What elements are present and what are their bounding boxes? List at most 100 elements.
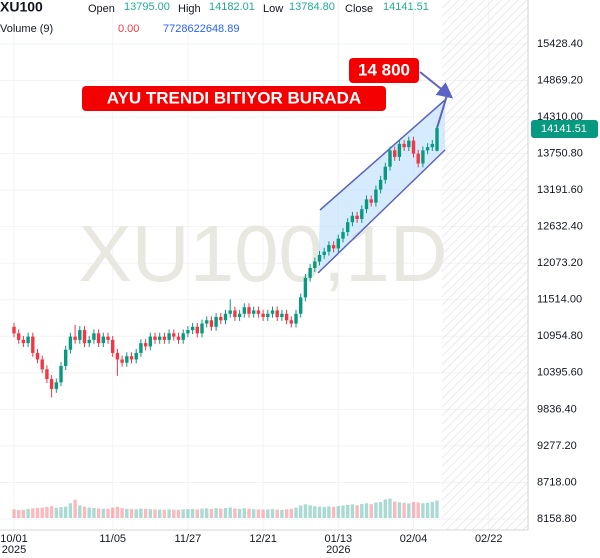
x-tick-label: 10/01 xyxy=(0,533,28,545)
candle-body xyxy=(186,330,190,334)
volume-bar xyxy=(190,508,195,518)
candle-body xyxy=(209,320,214,327)
candle-body xyxy=(402,143,406,148)
candle-body xyxy=(355,215,359,220)
y-tick-label: 10954.80 xyxy=(537,330,583,342)
candle-body xyxy=(12,326,16,334)
volume-bar xyxy=(214,508,218,518)
candle-body xyxy=(200,323,204,334)
volume-label: Volume (9) xyxy=(0,23,53,35)
volume-bar xyxy=(350,504,355,518)
candle-body xyxy=(237,313,242,318)
candle-body xyxy=(181,333,185,340)
candle-body xyxy=(111,339,115,353)
candle-body xyxy=(266,313,270,318)
candle-body xyxy=(35,352,40,360)
candle-body xyxy=(270,310,275,314)
candle-body xyxy=(317,254,322,262)
volume-bar xyxy=(256,509,261,518)
candle-body xyxy=(54,382,59,389)
y-tick-label: 9277.20 xyxy=(537,440,577,452)
volume-bar xyxy=(378,502,383,518)
x-tick-label: 01/13 xyxy=(325,533,353,545)
volume-bar xyxy=(411,502,416,518)
volume-bar xyxy=(186,509,190,518)
y-tick-label: 8718.00 xyxy=(537,476,577,488)
y-tick-label: 13191.60 xyxy=(537,184,583,196)
y-tick-label: 10395.60 xyxy=(537,367,583,379)
volume-bar xyxy=(162,509,167,518)
plot xyxy=(12,125,439,518)
volume-bar xyxy=(195,509,200,518)
candle-body xyxy=(374,189,378,203)
candle-body xyxy=(125,356,129,363)
candle-body xyxy=(275,310,279,318)
note-box xyxy=(82,86,386,111)
volume-bar xyxy=(87,507,91,518)
candle-body xyxy=(73,336,77,340)
candle-body xyxy=(378,179,383,190)
candle-body xyxy=(190,326,195,331)
volume-bar xyxy=(360,503,364,518)
volume-bar xyxy=(35,508,40,518)
legend-label: Close xyxy=(345,3,373,15)
candle-body xyxy=(308,268,312,278)
volume-bar xyxy=(346,504,350,518)
volume-ma: 0.00 xyxy=(118,23,139,35)
candle-body xyxy=(393,150,397,157)
volume-bar xyxy=(266,509,270,518)
axes: 8158.80 8718.00 9277.20 9836.40 10395.60 1095… xyxy=(0,38,583,556)
volume-bar xyxy=(134,509,138,518)
volume-bar xyxy=(78,505,82,518)
volume-bar xyxy=(228,507,232,518)
legend-label: High xyxy=(178,3,201,15)
volume-bar xyxy=(313,506,317,518)
candle-body xyxy=(87,339,91,344)
target-label: 14 800 xyxy=(358,60,410,79)
volume-bar xyxy=(153,509,157,518)
volume-bar xyxy=(167,509,171,518)
candle-body xyxy=(303,277,308,298)
candle-body xyxy=(360,209,364,220)
y-tick-label: 8158.80 xyxy=(537,513,577,525)
price-tag-label: 14141.51 xyxy=(541,123,587,135)
legend-label: Open xyxy=(88,3,115,15)
volume-bar xyxy=(284,509,289,518)
candle-body xyxy=(430,143,435,148)
candle-body xyxy=(435,128,439,151)
candle-body xyxy=(139,343,143,353)
volume-bar xyxy=(40,507,44,518)
price-tag xyxy=(531,120,598,138)
volume-value: 7728622648.89 xyxy=(163,23,239,35)
arrow-stem xyxy=(436,91,449,129)
candle-body xyxy=(416,153,420,164)
candle-body xyxy=(167,333,171,340)
volume-bar xyxy=(331,506,336,518)
channel-top xyxy=(319,99,446,211)
volume-bar xyxy=(233,508,237,518)
y-tick-label: 11514.00 xyxy=(537,294,582,306)
y-tick-label: 12632.40 xyxy=(537,221,583,233)
future-area xyxy=(442,0,528,530)
y-tick-label: 12073.20 xyxy=(537,257,583,269)
candle-body xyxy=(162,336,167,340)
candle-body xyxy=(411,140,416,154)
candle-body xyxy=(228,310,232,314)
candle-body xyxy=(331,245,336,249)
candle-body xyxy=(327,245,331,252)
volume-bar xyxy=(12,509,16,518)
volume-bar xyxy=(393,501,397,518)
x-tick-label: 02/22 xyxy=(475,533,503,545)
volume-bar xyxy=(223,508,228,518)
watermark: XU100,1D xyxy=(78,209,447,298)
candle-body xyxy=(195,326,200,334)
candle-body xyxy=(280,313,284,318)
candle-body xyxy=(242,307,247,314)
candle-body xyxy=(82,330,87,344)
volume-bar xyxy=(148,509,153,518)
candle-body xyxy=(364,199,369,210)
candle-body xyxy=(383,166,388,180)
volume-bar xyxy=(143,508,148,518)
candle-body xyxy=(96,333,101,344)
